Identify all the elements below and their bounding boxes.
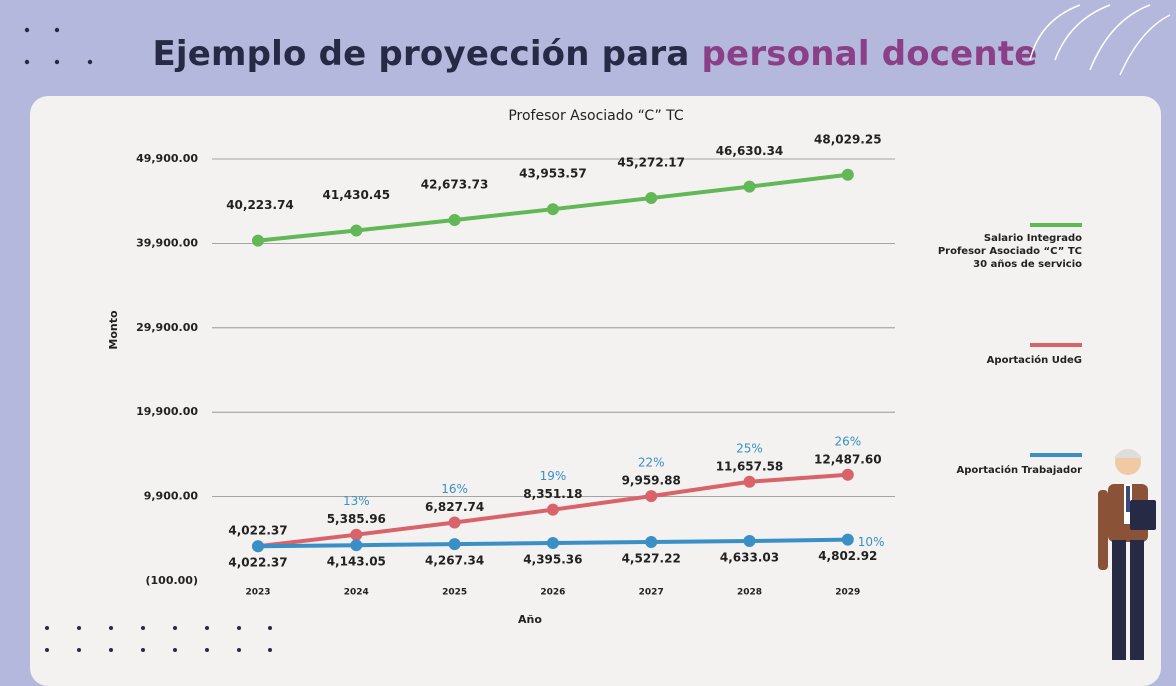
percent-label: 16% xyxy=(441,482,468,496)
value-label: 11,657.58 xyxy=(716,459,784,473)
percent-label: 13% xyxy=(343,494,370,508)
y-tick-label: 29,900.00 xyxy=(136,321,198,334)
data-point xyxy=(350,529,362,541)
data-point xyxy=(547,203,559,215)
value-label: 5,385.96 xyxy=(327,512,386,526)
data-point xyxy=(744,181,756,193)
value-label: 43,953.57 xyxy=(519,167,587,181)
value-label: 4,633.03 xyxy=(720,551,779,565)
percent-label: 25% xyxy=(736,441,763,455)
value-label: 40,223.74 xyxy=(226,198,294,212)
value-label: 4,022.37 xyxy=(228,524,287,538)
data-point xyxy=(252,235,264,247)
data-point xyxy=(842,469,854,481)
percent-label: 19% xyxy=(540,469,567,483)
data-point xyxy=(547,537,559,549)
x-tick-label: 2027 xyxy=(639,588,664,598)
data-point xyxy=(645,192,657,204)
value-label: 6,827.74 xyxy=(425,500,484,514)
value-label: 45,272.17 xyxy=(617,156,685,170)
legend-label: Aportación Trabajador xyxy=(862,464,1082,477)
y-axis-label: Monto xyxy=(107,310,120,350)
y-tick-label: (100.00) xyxy=(145,574,198,587)
chart: Profesor Asociado “C” TC Monto Año (100.00)… xyxy=(0,0,1176,669)
x-tick-label: 2023 xyxy=(245,588,270,598)
slide: {"header": {"title": "Ejemplo de proyecc… xyxy=(0,0,1176,669)
x-tick-label: 2025 xyxy=(442,588,467,598)
legend-label: Aportación UdeG xyxy=(862,354,1082,367)
value-label: 4,143.05 xyxy=(327,555,386,569)
decor-lines xyxy=(1030,5,1170,75)
data-point xyxy=(252,540,264,552)
x-tick-label: 2028 xyxy=(737,588,762,598)
value-label: 48,029.25 xyxy=(814,132,882,146)
legend-label: Salario Integrado Profesor Asociado “C” … xyxy=(862,232,1082,271)
teacher-illustration xyxy=(1098,449,1156,660)
x-axis-label: Año xyxy=(518,613,542,626)
value-label: 9,959.88 xyxy=(622,474,681,488)
chart-title: Profesor Asociado “C” TC xyxy=(508,108,684,124)
data-point xyxy=(350,539,362,551)
data-point xyxy=(449,538,461,550)
percent-label: 22% xyxy=(638,456,665,470)
value-label: 42,673.73 xyxy=(421,177,489,191)
value-label: 4,802.92 xyxy=(818,549,877,563)
y-tick-label: 9,900.00 xyxy=(144,490,199,503)
data-point xyxy=(744,535,756,547)
x-tick-label: 2029 xyxy=(835,588,860,598)
data-point xyxy=(842,534,854,546)
x-tick-label: 2024 xyxy=(344,588,369,598)
data-point xyxy=(842,169,854,181)
data-point xyxy=(547,504,559,516)
data-point xyxy=(645,536,657,548)
value-label: 8,351.18 xyxy=(523,487,582,501)
value-label: 4,022.37 xyxy=(228,556,287,570)
y-tick-label: 39,900.00 xyxy=(136,236,198,249)
value-label: 4,267.34 xyxy=(425,554,484,568)
data-point xyxy=(645,490,657,502)
data-point xyxy=(449,517,461,529)
value-label: 4,527.22 xyxy=(622,551,681,565)
value-label: 46,630.34 xyxy=(716,144,784,158)
data-point xyxy=(350,224,362,236)
value-label: 41,430.45 xyxy=(323,188,391,202)
y-tick-label: 19,900.00 xyxy=(136,405,198,418)
percent-label: 26% xyxy=(834,434,861,448)
data-point xyxy=(449,214,461,226)
x-tick-label: 2026 xyxy=(540,588,565,598)
value-label: 4,395.36 xyxy=(523,553,582,567)
data-point xyxy=(744,476,756,488)
percent-label: 10% xyxy=(858,535,885,549)
y-tick-label: 49,900.00 xyxy=(136,152,198,165)
